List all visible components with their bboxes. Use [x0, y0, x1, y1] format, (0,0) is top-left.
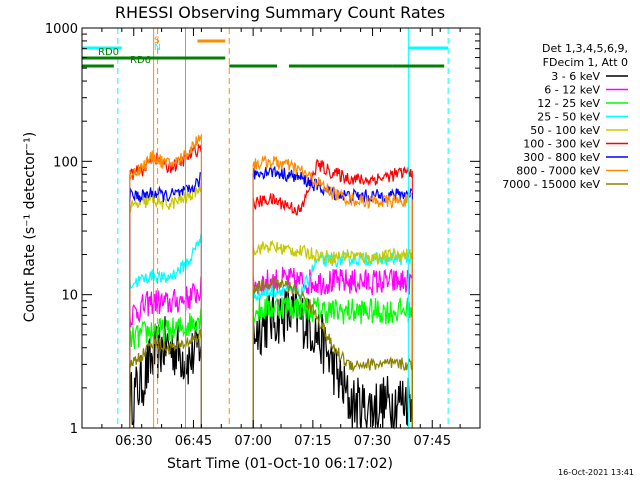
data-layer — [129, 134, 413, 430]
series-line-800-7000kev-seg1 — [252, 155, 412, 210]
x-tick-label-3: 07:15 — [294, 434, 331, 449]
legend-header-1: FDecim 1, Att 0 — [543, 56, 628, 69]
legend: Det 1,3,4,5,6,9,FDecim 1, Att 03 - 6 keV… — [502, 42, 628, 191]
flag-label-rd0: RD0 — [98, 47, 119, 58]
legend-label-4: 50 - 100 keV — [530, 124, 600, 137]
series-line-3-6kev-seg0 — [129, 316, 202, 426]
x-tick-label-4: 07:30 — [354, 434, 391, 449]
axes-layer: 06:30 06:45 07:00 07:15 07:30 07:45 1 10 100 1000 — [45, 22, 481, 449]
series-line-7000-15000kev-seg1 — [253, 277, 413, 373]
legend-label-5: 100 - 300 keV — [523, 138, 600, 151]
flag-label-rd6: RD6 — [130, 55, 151, 66]
legend-label-7: 800 - 7000 keV — [516, 165, 600, 178]
series-line-300-800kev-seg0 — [129, 172, 202, 203]
y-tick-label-0: 1 — [70, 422, 78, 437]
flag-letter-s: S — [154, 36, 160, 46]
series-line-300-800kev-seg1 — [252, 165, 413, 204]
legend-header-0: Det 1,3,4,5,6,9, — [542, 42, 628, 55]
series-line-12-25kev-seg0 — [129, 307, 202, 350]
y-tick-label-2: 100 — [53, 155, 78, 170]
series-line-50-100kev-seg0 — [129, 182, 202, 213]
series-line-50-100kev-seg1 — [252, 239, 413, 266]
series-line-800-7000kev-seg0 — [129, 134, 202, 180]
x-tick-label-0: 06:30 — [115, 434, 152, 449]
flag-letter-n: N — [154, 43, 161, 53]
y-tick-label-1: 10 — [61, 289, 78, 304]
x-tick-label-5: 07:45 — [414, 434, 451, 449]
legend-label-3: 25 - 50 keV — [537, 111, 600, 124]
legend-label-2: 12 - 25 keV — [537, 97, 600, 110]
y-axis-label: Count Rate (s⁻¹ detector⁻¹) — [22, 132, 38, 322]
legend-label-6: 300 - 800 keV — [523, 151, 600, 164]
x-axis-label: Start Time (01-Oct-10 06:17:02) — [167, 456, 393, 472]
y-tick-label-3: 1000 — [45, 22, 78, 37]
legend-label-1: 6 - 12 keV — [544, 84, 600, 97]
series-line-7000-15000kev-seg0 — [129, 328, 202, 369]
legend-label-8: 7000 - 15000 keV — [502, 178, 600, 191]
x-tick-label-1: 06:45 — [175, 434, 212, 449]
legend-label-0: 3 - 6 keV — [551, 70, 600, 83]
series-line-6-12kev-seg0 — [129, 276, 202, 328]
footer-timestamp: 16-Oct-2021 13:41 — [558, 468, 634, 477]
series-line-12-25kev-seg1 — [252, 295, 413, 325]
x-tick-label-2: 07:00 — [234, 434, 271, 449]
chart-title: RHESSI Observing Summary Count Rates — [115, 3, 445, 22]
series-line-25-50kev-seg0 — [129, 233, 202, 290]
series-line-100-300kev-seg1 — [252, 158, 413, 216]
